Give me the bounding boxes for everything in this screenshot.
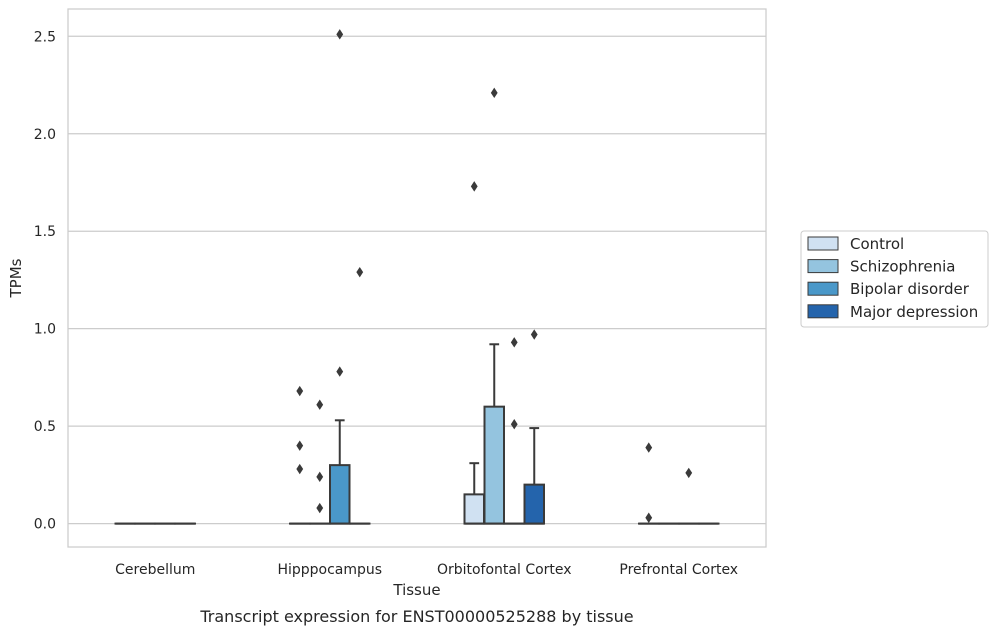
legend-swatch <box>807 236 839 251</box>
box-schizophrenia <box>309 399 331 525</box>
y-tick-labels: 0.0 0.5 1.0 1.5 2.0 2.5 <box>34 29 56 532</box>
y-tick-label: 1.5 <box>34 224 56 240</box>
outlier-point <box>645 442 653 453</box>
legend-label: Major depression <box>850 303 978 321</box>
box-control <box>638 442 660 525</box>
legend: Control Schizophrenia Bipolar disorder Majo… <box>800 230 989 328</box>
outlier-point <box>296 463 304 475</box>
box-schizophrenia <box>483 87 505 525</box>
box-control <box>463 181 485 525</box>
outlier-point <box>316 399 324 410</box>
y-tick-label: 0.0 <box>34 517 56 533</box>
y-tick-label: 2.5 <box>34 29 56 45</box>
legend-frame <box>800 230 989 328</box>
x-tick-label: Cerebellum <box>115 562 195 578</box>
outlier-point <box>296 385 304 397</box>
box-body <box>329 464 351 525</box>
y-tick-label: 2.0 <box>34 127 56 143</box>
box-bipolar-disorder <box>329 29 351 525</box>
legend-label: Control <box>850 235 904 253</box>
box-body <box>483 405 505 525</box>
box-major-depression <box>349 266 371 525</box>
outlier-point <box>645 512 653 523</box>
outlier-point <box>685 467 693 479</box>
legend-swatch <box>807 304 839 319</box>
y-tick-label: 0.5 <box>34 419 56 435</box>
legend-swatch <box>807 259 839 274</box>
grid-lines <box>68 35 766 525</box>
box-major-depression <box>523 329 545 525</box>
outlier-point <box>336 29 344 40</box>
outlier-point <box>510 337 518 348</box>
y-axis-label: TPMs <box>7 258 25 298</box>
box-bipolar-disorder <box>503 337 525 525</box>
x-tick-labels: Cerebellum Hipppocampus Orbitofontal Corte… <box>115 562 738 578</box>
x-tick-label: Prefrontal Cortex <box>619 562 738 578</box>
box-control <box>289 385 311 525</box>
legend-label: Schizophrenia <box>850 258 955 276</box>
chart-caption: Transcript expression for ENST0000052528… <box>199 607 633 626</box>
x-tick-label: Orbitofontal Cortex <box>437 562 572 578</box>
legend-swatch <box>807 281 839 296</box>
outlier-point <box>470 181 478 192</box>
outlier-point <box>336 366 344 377</box>
outlier-point <box>316 502 324 514</box>
box-body <box>463 493 485 525</box>
x-tick-label: Hipppocampus <box>277 562 382 578</box>
y-tick-label: 1.0 <box>34 322 56 338</box>
box-bipolar-disorder <box>678 467 700 525</box>
x-axis-label: Tissue <box>392 581 440 599</box>
box-series <box>114 29 720 525</box>
legend-label: Bipolar disorder <box>850 280 970 298</box>
plot-frame <box>67 8 767 548</box>
box-body <box>523 483 545 525</box>
outlier-point <box>356 266 364 278</box>
outlier-point <box>490 87 498 99</box>
outlier-point <box>510 418 518 430</box>
outlier-point <box>316 471 324 483</box>
outlier-point <box>296 440 304 451</box>
outlier-point <box>530 329 538 340</box>
